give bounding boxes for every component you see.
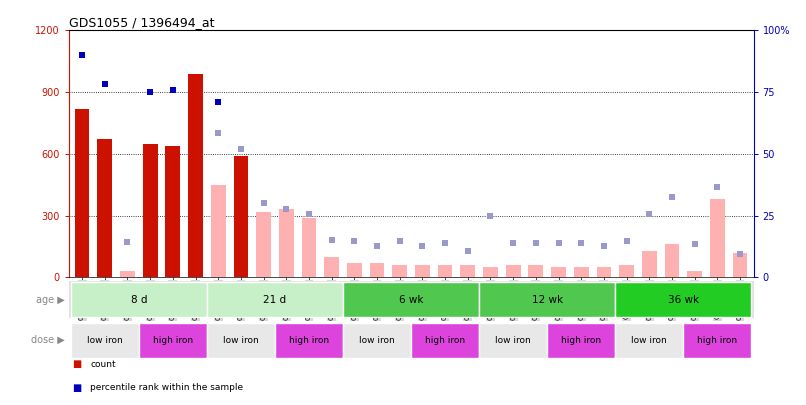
Bar: [343, 282, 479, 317]
Bar: [619, 265, 634, 277]
Point: [98, 81, 111, 87]
Bar: [683, 323, 751, 358]
Bar: [347, 263, 362, 277]
Bar: [411, 323, 479, 358]
Point: [507, 240, 520, 247]
Bar: [71, 282, 207, 317]
Point: [620, 238, 633, 245]
Bar: [188, 74, 203, 277]
Bar: [256, 211, 271, 277]
Point: [484, 212, 497, 219]
Bar: [370, 263, 384, 277]
Point: [711, 183, 724, 190]
Point: [688, 241, 701, 248]
Bar: [615, 282, 751, 317]
Bar: [393, 265, 407, 277]
Bar: [207, 323, 275, 358]
Text: age ▶: age ▶: [35, 295, 64, 305]
Point: [643, 210, 656, 217]
Bar: [574, 267, 588, 277]
Point: [530, 240, 542, 247]
Bar: [98, 139, 112, 277]
Bar: [479, 282, 615, 317]
Bar: [479, 323, 547, 358]
Point: [302, 210, 315, 217]
Bar: [733, 253, 747, 277]
Bar: [551, 267, 566, 277]
Text: high iron: high iron: [153, 336, 193, 345]
Point: [552, 240, 565, 247]
Text: GDS1055 / 1396494_at: GDS1055 / 1396494_at: [69, 16, 214, 29]
Point: [143, 89, 156, 96]
Point: [733, 251, 746, 257]
Point: [438, 240, 451, 247]
Text: 8 d: 8 d: [131, 295, 147, 305]
Point: [348, 238, 361, 245]
Bar: [506, 265, 521, 277]
Bar: [665, 245, 679, 277]
Point: [257, 200, 270, 207]
Bar: [234, 156, 248, 277]
Point: [325, 237, 338, 244]
Point: [76, 52, 89, 58]
Text: 21 d: 21 d: [264, 295, 286, 305]
Point: [280, 206, 293, 213]
Bar: [301, 218, 316, 277]
Point: [212, 130, 225, 136]
Text: dose ▶: dose ▶: [31, 335, 64, 345]
Point: [461, 247, 474, 254]
Bar: [275, 323, 343, 358]
Text: 36 wk: 36 wk: [667, 295, 699, 305]
Bar: [529, 265, 543, 277]
Point: [666, 194, 679, 200]
Point: [235, 145, 247, 152]
Bar: [642, 251, 657, 277]
Bar: [279, 209, 293, 277]
Text: low iron: low iron: [87, 336, 123, 345]
Bar: [547, 323, 615, 358]
Bar: [75, 109, 89, 277]
Point: [393, 238, 406, 245]
Text: 12 wk: 12 wk: [532, 295, 563, 305]
Point: [121, 239, 134, 246]
Point: [416, 242, 429, 249]
Point: [166, 87, 179, 93]
Bar: [211, 185, 226, 277]
Bar: [165, 146, 181, 277]
Bar: [596, 267, 611, 277]
Bar: [143, 144, 157, 277]
Point: [575, 240, 588, 247]
Text: low iron: low iron: [631, 336, 667, 345]
Text: low iron: low iron: [223, 336, 259, 345]
Text: ■: ■: [73, 360, 81, 369]
Bar: [688, 271, 702, 277]
Text: percentile rank within the sample: percentile rank within the sample: [90, 384, 243, 392]
Text: ■: ■: [73, 383, 81, 393]
Text: 6 wk: 6 wk: [399, 295, 423, 305]
Bar: [207, 282, 343, 317]
Text: count: count: [90, 360, 116, 369]
Text: high iron: high iron: [697, 336, 737, 345]
Bar: [460, 265, 476, 277]
Bar: [438, 265, 452, 277]
Bar: [324, 257, 339, 277]
Text: low iron: low iron: [359, 336, 395, 345]
Bar: [415, 265, 430, 277]
Bar: [120, 271, 135, 277]
Bar: [343, 323, 411, 358]
Bar: [615, 323, 683, 358]
Text: high iron: high iron: [289, 336, 329, 345]
Point: [597, 242, 610, 249]
Bar: [71, 323, 139, 358]
Bar: [483, 267, 498, 277]
Point: [371, 242, 384, 249]
Point: [212, 99, 225, 106]
Text: high iron: high iron: [425, 336, 465, 345]
Text: low iron: low iron: [495, 336, 531, 345]
Bar: [710, 199, 725, 277]
Text: high iron: high iron: [561, 336, 601, 345]
Bar: [139, 323, 207, 358]
